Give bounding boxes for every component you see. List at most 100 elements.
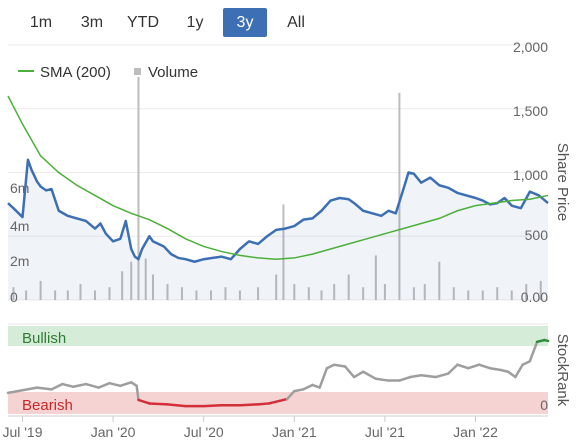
volume-bar <box>320 290 323 300</box>
left-axis: 6m 4m 2m 0 <box>10 180 29 305</box>
legend-sma-label: SMA (200) <box>40 64 111 81</box>
rank-lines <box>6 338 550 408</box>
price-line <box>7 158 549 263</box>
stockrank-segment <box>543 338 550 343</box>
range-button-1m[interactable]: 1m <box>29 14 53 31</box>
volume-bar <box>238 290 241 300</box>
volume-bar <box>108 287 111 300</box>
range-button-3m[interactable]: 3m <box>80 14 104 31</box>
stockrank-segment <box>238 403 260 407</box>
volume-bar <box>307 287 310 300</box>
stockrank-segment <box>521 359 532 366</box>
stockrank-segment <box>506 370 517 379</box>
bearish-band <box>8 392 548 414</box>
stockrank-segment <box>325 363 336 370</box>
stockrank-segment <box>119 381 133 388</box>
sma-line <box>7 95 549 260</box>
stockrank-segment <box>332 363 347 368</box>
stockrank-segment <box>456 363 470 370</box>
x-tick-label: Jul '19 <box>2 424 42 440</box>
stockrank-segment <box>166 403 187 408</box>
stockrank-segment <box>267 399 282 405</box>
right-tick-500: 500 <box>525 227 549 243</box>
volume-bar <box>66 290 69 300</box>
main-plot-area <box>8 45 548 303</box>
rank-tick-0: 0 <box>540 397 548 413</box>
volume-bar <box>224 287 227 300</box>
volume-bar <box>12 287 15 300</box>
volume-bar <box>496 287 499 300</box>
stockrank-segment <box>361 370 378 381</box>
stockrank-segment <box>488 366 503 372</box>
main-grid <box>8 44 548 301</box>
volume-bar <box>166 284 169 300</box>
bullish-label: Bullish <box>22 330 66 347</box>
stockrank-segment <box>137 398 151 405</box>
volume-bar <box>510 290 513 300</box>
stockrank-segment <box>409 374 423 379</box>
stockrank-segment <box>84 382 100 389</box>
volume-bar <box>398 92 401 300</box>
volume-bar <box>137 76 140 300</box>
stockrank-segment <box>302 383 314 391</box>
stockrank-segment <box>447 363 459 375</box>
stockrank-segment <box>434 372 450 379</box>
range-button-3y[interactable]: 3y <box>223 8 267 37</box>
volume-bar <box>438 261 441 300</box>
volume-bar <box>209 290 212 300</box>
x-tick-label: Jan '22 <box>453 424 498 440</box>
legend: SMA (200) Volume <box>18 64 198 81</box>
stockrank-segment <box>343 365 356 379</box>
volume-bar <box>423 284 426 300</box>
stockrank-segment <box>108 381 122 388</box>
range-button-all[interactable]: All <box>287 14 305 31</box>
volume-bar <box>333 284 336 300</box>
volume-bar <box>151 274 154 300</box>
volume-bar <box>195 290 198 300</box>
stockrank-segment <box>6 388 24 395</box>
stockrank-segment <box>148 402 169 406</box>
stockrank-segment <box>21 386 39 392</box>
stockrank-segment <box>318 366 329 389</box>
right-tick-1500: 1,500 <box>513 103 548 119</box>
right-tick-2000: 2,000 <box>513 39 548 55</box>
stockrank-segment <box>285 389 296 401</box>
range-button-ytd[interactable]: YTD <box>127 14 159 31</box>
volume-bar <box>54 290 57 300</box>
stockrank-segment <box>352 370 365 379</box>
stockrank-segment <box>374 377 390 382</box>
volume-bar <box>275 274 278 300</box>
volume-bar <box>180 287 183 300</box>
stockrank-segment <box>528 340 539 363</box>
stockrank-segment <box>71 382 88 388</box>
stockrank-segment <box>202 403 224 408</box>
left-tick-6m: 6m <box>10 180 29 196</box>
main-lines <box>7 95 549 300</box>
legend-volume-label: Volume <box>148 64 198 81</box>
stockrank-axis-title: StockRank <box>554 334 571 407</box>
x-tick-label: Jul '20 <box>184 424 224 440</box>
stockrank-segment <box>256 402 271 406</box>
volume-bar <box>257 287 260 300</box>
legend-volume-swatch <box>134 68 141 75</box>
range-button-1y[interactable]: 1y <box>186 14 204 31</box>
stockrank-segment <box>61 382 75 388</box>
volume-bar <box>25 290 28 300</box>
stockrank-segment <box>419 374 437 379</box>
stockrank-segment <box>311 383 321 389</box>
volume-bar <box>39 280 42 300</box>
volume-bar <box>347 274 350 300</box>
volume-bar <box>383 284 386 300</box>
volume-bar <box>293 284 296 300</box>
volume-bar <box>144 258 147 300</box>
volume-bar <box>93 290 96 300</box>
stockrank-segment <box>467 363 481 370</box>
bullish-band <box>8 326 548 346</box>
right-tick-1000: 1,000 <box>513 167 548 183</box>
bearish-label: Bearish <box>22 397 73 414</box>
volume-bar <box>130 261 133 300</box>
left-tick-2m: 2m <box>10 253 29 269</box>
stockrank-segment <box>135 384 140 402</box>
volume-bar <box>79 284 82 300</box>
